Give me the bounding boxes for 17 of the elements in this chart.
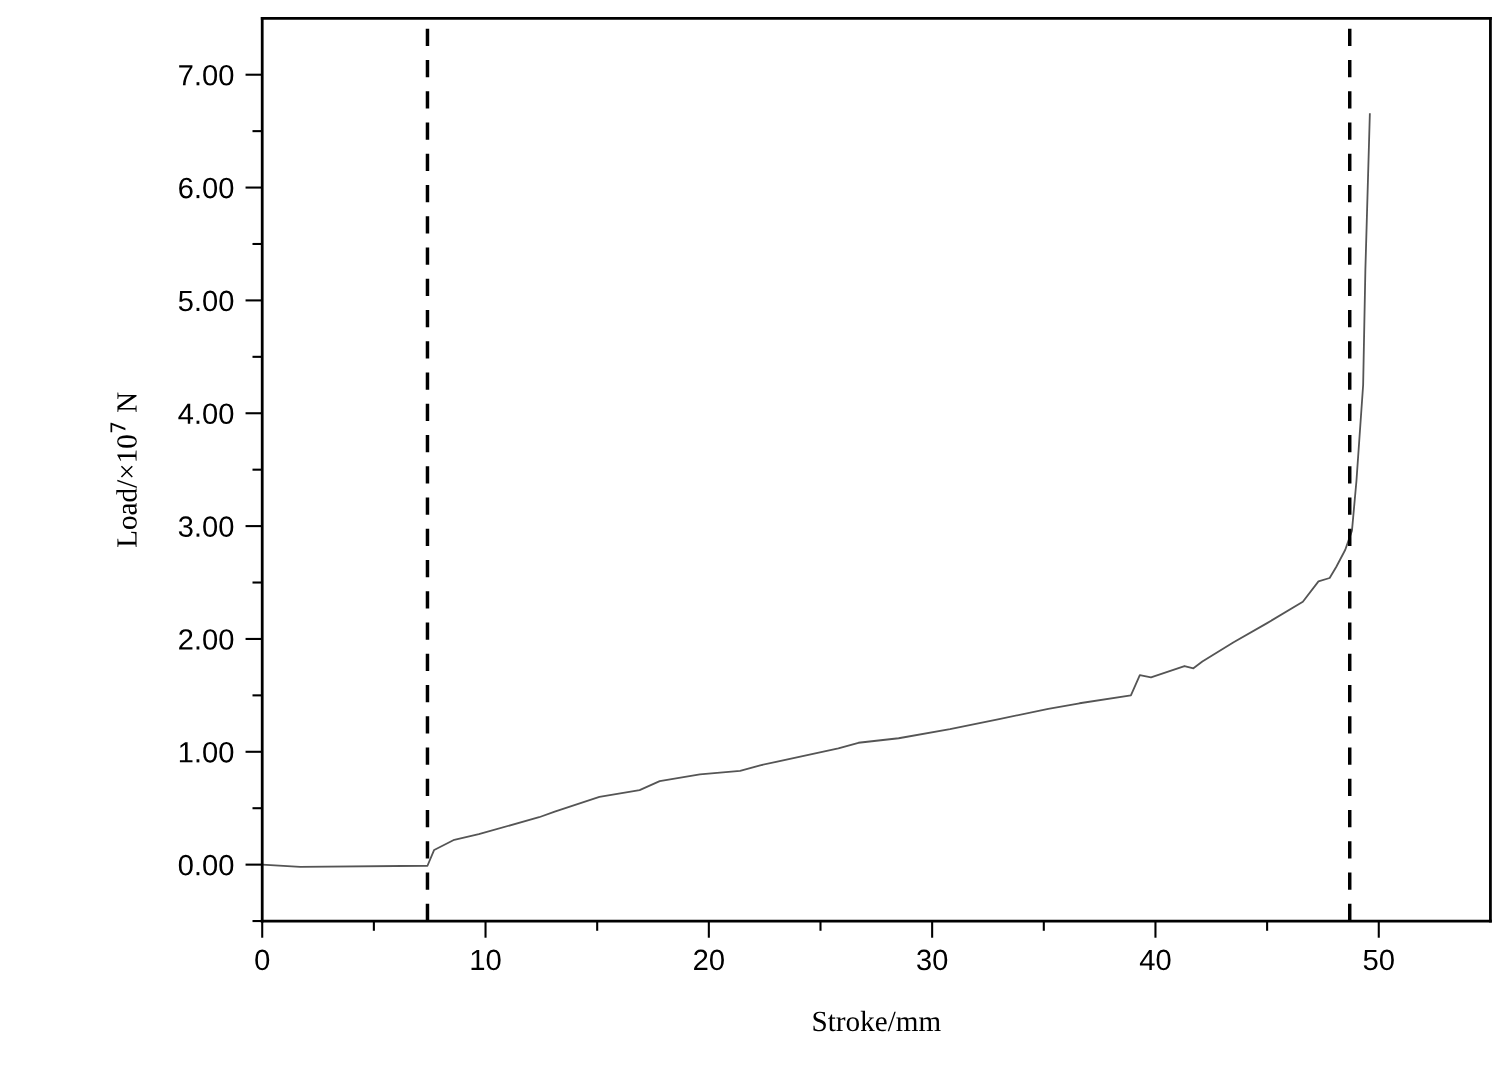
y-tick-label: 5.00 [178, 290, 234, 312]
y-tick-label: 2.00 [179, 629, 234, 650]
x-tick-label: 40 [1139, 949, 1171, 971]
x-tick-label: 30 [917, 949, 948, 971]
y-tick-label: 0.00 [178, 854, 234, 876]
y-tick-label: 4.00 [178, 403, 234, 425]
x-tick-label: 50 [1363, 949, 1394, 971]
y-tick-label: 6.00 [179, 177, 234, 199]
y-tick-label: 7.00 [179, 64, 234, 86]
x-tick-label: 10 [471, 949, 501, 971]
y-axis-title: Load/×10$^{7}$ N [110, 392, 137, 547]
y-tick-label: 1.00 [179, 741, 234, 763]
y-tick-label: 3.00 [178, 516, 234, 537]
line-series [262, 113, 1371, 868]
x-tick-label: 20 [694, 949, 724, 971]
x-axis-title: Stroke/mm [813, 1010, 941, 1032]
x-tick-label: 0 [255, 949, 270, 971]
